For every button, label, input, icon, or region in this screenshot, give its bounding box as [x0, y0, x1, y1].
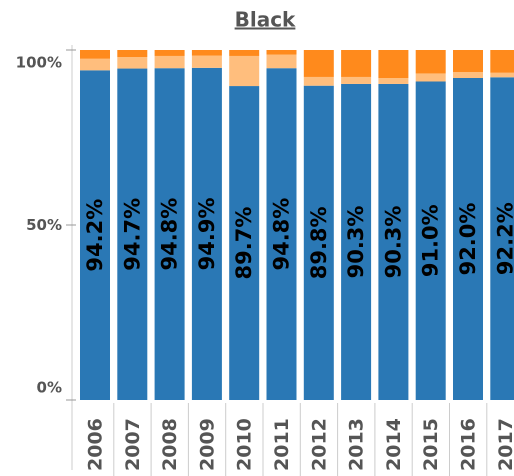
- bar-segment: [341, 50, 372, 77]
- x-tick-label: 2013: [346, 418, 368, 471]
- value-label: 89.7%: [232, 207, 256, 280]
- bar-segment: [341, 76, 372, 84]
- bar-segment: [80, 58, 110, 71]
- value-label: 94.8%: [270, 198, 294, 271]
- bar-segment: [266, 50, 297, 55]
- bar-segment: [453, 78, 483, 400]
- bar-segment: [191, 50, 222, 56]
- bar-segment: [191, 55, 222, 68]
- value-label: 94.2%: [83, 199, 107, 272]
- bar-segment: [378, 50, 409, 78]
- x-tick-label: 2016: [458, 418, 480, 471]
- bar-segment: [191, 67, 222, 400]
- x-tick-label: 2008: [159, 418, 181, 471]
- value-label: 92.0%: [456, 203, 480, 276]
- bar-segment: [341, 83, 372, 400]
- x-tick-label: 2014: [383, 418, 405, 471]
- value-label: 92.2%: [493, 202, 514, 275]
- bar-segment: [80, 50, 110, 59]
- y-tick-label: 0%: [37, 379, 62, 397]
- x-tick-label: 2015: [420, 418, 442, 471]
- chart-title: Black: [235, 8, 296, 32]
- x-tick-label: 2010: [234, 418, 256, 471]
- bar-segment: [117, 57, 148, 69]
- bar-segment: [415, 81, 446, 400]
- value-label: 90.3%: [381, 206, 405, 279]
- x-tick-label: 2012: [308, 418, 330, 471]
- value-label: 89.8%: [307, 206, 331, 279]
- x-tick-label: 2009: [196, 418, 218, 471]
- y-tick-label: 100%: [16, 54, 62, 72]
- bar-segment: [378, 83, 409, 400]
- bar-segment: [117, 50, 148, 57]
- y-tick-label: 50%: [26, 216, 62, 234]
- bar-segment: [378, 78, 409, 84]
- bar-segment: [154, 55, 185, 69]
- value-label: 94.9%: [195, 197, 219, 270]
- bar-segment: [154, 68, 185, 400]
- bar-segment: [229, 50, 260, 56]
- bar-segment: [490, 50, 514, 73]
- bar-segment: [229, 55, 260, 87]
- value-label: 94.7%: [120, 198, 144, 271]
- bar-segment: [117, 68, 148, 401]
- bar-segment: [154, 50, 185, 56]
- bar-segment: [80, 70, 110, 401]
- bar-segment: [453, 50, 483, 73]
- x-tick-label: 2017: [495, 418, 514, 471]
- bar-segment: [453, 72, 483, 78]
- x-tick-label: 2007: [122, 418, 144, 471]
- bar-segment: [303, 50, 334, 77]
- x-tick-label: 2011: [271, 418, 293, 471]
- bar-segment: [490, 77, 514, 401]
- bar-segment: [415, 50, 446, 74]
- bar-segment: [303, 76, 334, 86]
- x-tick-label: 2006: [85, 418, 107, 471]
- value-label: 91.0%: [419, 204, 443, 277]
- value-label: 90.3%: [344, 206, 368, 279]
- bar-segment: [266, 68, 297, 400]
- bar-segment: [229, 86, 260, 401]
- bar-segment: [303, 85, 334, 400]
- bar-segment: [266, 54, 297, 69]
- bar-segment: [490, 72, 514, 78]
- value-label: 94.8%: [158, 198, 182, 271]
- bar-segment: [415, 73, 446, 82]
